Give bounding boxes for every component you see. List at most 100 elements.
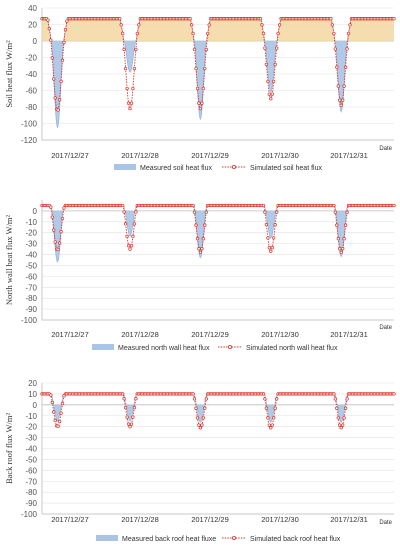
- simulated-point: [275, 46, 279, 50]
- simulated-point: [63, 28, 68, 32]
- simulated-point: [392, 392, 396, 396]
- simulated-point: [270, 246, 274, 250]
- simulated-point: [264, 223, 269, 227]
- simulated-point: [59, 230, 63, 234]
- simulated-point: [131, 86, 135, 91]
- simulated-point: [50, 56, 54, 60]
- simulated-point: [131, 234, 135, 239]
- simulated-point: [60, 58, 65, 63]
- y-axis-label: Soil heat flux W/m²: [4, 40, 14, 108]
- simulated-point: [343, 223, 348, 227]
- simulated-point: [266, 416, 270, 420]
- simulated-point: [204, 210, 208, 214]
- simulated-point: [207, 23, 211, 27]
- simulated-point: [264, 406, 269, 410]
- y-tick-label: -60: [25, 272, 37, 281]
- x-tick-label: 2017/12/31: [330, 330, 368, 339]
- simulated-point: [261, 203, 266, 208]
- simulated-point: [258, 17, 263, 21]
- simulated-point: [204, 397, 208, 401]
- x-tick-label: 2017/12/30: [261, 151, 299, 160]
- simulated-point: [134, 397, 138, 401]
- simulated-point: [264, 62, 269, 67]
- y-tick-label: -30: [25, 434, 37, 443]
- y-tick-label: -60: [25, 466, 37, 475]
- simulated-point: [52, 410, 56, 414]
- simulated-point: [192, 210, 197, 214]
- simulated-point: [336, 84, 340, 88]
- legend-label-measured: Measured north wall heat flux: [118, 345, 210, 352]
- simulated-point: [272, 79, 276, 84]
- simulated-point: [118, 17, 122, 21]
- simulated-point: [276, 31, 280, 36]
- x-tick-label: 2017/12/28: [121, 330, 159, 339]
- simulated-point: [49, 205, 53, 209]
- simulated-point: [197, 101, 201, 105]
- y-tick-label: 0: [33, 207, 38, 216]
- simulated-point: [50, 215, 54, 219]
- legend-label-simulated: Simulated back roof heat flux: [250, 536, 341, 543]
- simulated-point: [123, 406, 128, 410]
- legend-swatch-measured: [114, 164, 136, 170]
- simulated-point: [137, 23, 141, 27]
- simulated-point: [53, 240, 57, 244]
- simulated-point: [204, 47, 208, 52]
- simulated-point: [191, 203, 195, 208]
- legend: Measured north wall heat flux Simulated n…: [92, 344, 338, 352]
- legend-marker-simulated: [227, 344, 232, 349]
- x-axis-label: Date: [379, 520, 392, 526]
- simulated-point: [126, 101, 131, 105]
- y-tick-label: -20: [25, 54, 37, 63]
- simulated-point: [200, 101, 204, 105]
- simulated-point: [125, 86, 129, 91]
- simulated-point: [341, 247, 345, 251]
- simulated-point: [194, 406, 198, 410]
- simulated-point: [56, 424, 60, 428]
- legend-label-simulated: Simulated soil heat flux: [250, 165, 322, 172]
- simulated-point: [267, 92, 271, 96]
- y-axis-label: North wall heat flux W/m²: [4, 214, 14, 305]
- measured-positive-area: [42, 18, 394, 41]
- y-tick-label: -90: [25, 305, 37, 314]
- simulated-point: [49, 38, 53, 42]
- measured-negative-area: [42, 210, 394, 263]
- simulated-point: [198, 106, 203, 111]
- legend: Measured soil heat flux Simulated soil he…: [114, 164, 322, 172]
- simulated-point: [53, 418, 57, 423]
- legend-swatch-measured: [96, 535, 118, 541]
- simulated-point: [60, 216, 65, 221]
- x-tick-label: 2017/12/29: [191, 330, 229, 339]
- simulated-point: [275, 397, 279, 401]
- simulated-point: [57, 98, 62, 102]
- simulated-point: [56, 108, 60, 112]
- simulated-point: [333, 47, 337, 51]
- y-tick-label: 0: [33, 37, 38, 46]
- simulated-point: [260, 23, 264, 27]
- simulated-point: [269, 426, 273, 430]
- simulated-point: [273, 62, 277, 67]
- simulated-point: [332, 31, 336, 36]
- simulated-point: [121, 392, 125, 396]
- y-tick-label: -120: [21, 136, 38, 145]
- legend-swatch-measured: [92, 344, 114, 350]
- simulated-point: [128, 425, 132, 429]
- simulated-point: [343, 406, 348, 410]
- y-tick-label: -10: [25, 218, 37, 227]
- simulated-point: [275, 210, 279, 214]
- y-tick-label: -40: [25, 445, 37, 454]
- simulated-point: [267, 246, 271, 250]
- x-axis-label: Date: [379, 146, 392, 152]
- y-tick-label: 0: [33, 401, 38, 410]
- simulated-point: [195, 237, 200, 241]
- simulated-point: [123, 66, 128, 71]
- simulated-point: [191, 392, 195, 396]
- simulated-point: [335, 223, 339, 227]
- simulated-point: [338, 98, 342, 102]
- x-tick-label: 2017/12/27: [51, 151, 89, 160]
- simulated-point: [121, 203, 125, 208]
- x-tick-label: 2017/12/28: [121, 515, 159, 524]
- simulated-point: [335, 65, 339, 69]
- simulated-point: [125, 415, 129, 419]
- simulated-point: [338, 423, 342, 427]
- y-tick-label: -100: [21, 510, 38, 519]
